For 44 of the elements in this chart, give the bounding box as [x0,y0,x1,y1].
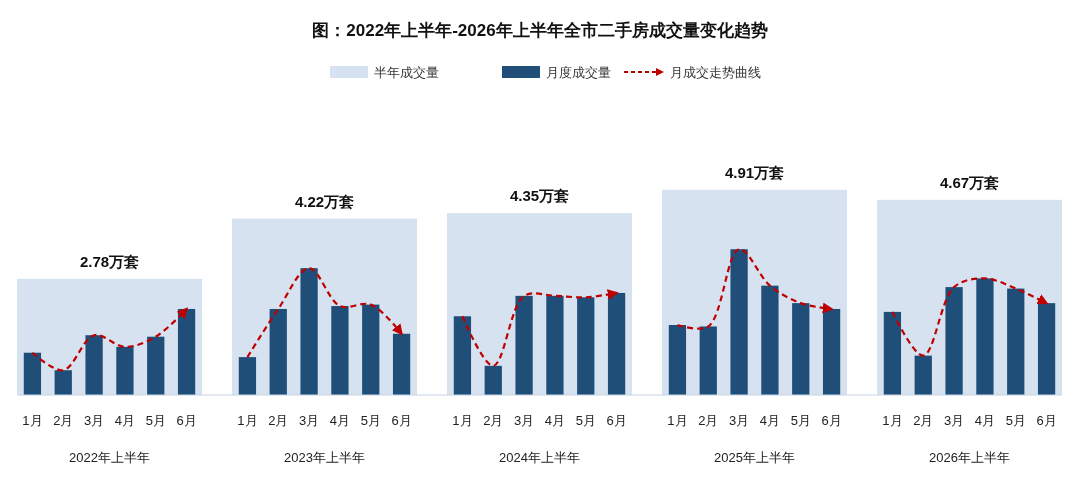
chart-title: 图：2022年上半年-2026年上半年全市二手房成交量变化趋势 [312,21,768,40]
x-tick-label: 5月 [360,413,381,428]
x-tick-label: 3月 [943,413,965,428]
x-tick-label: 2025年上半年 [714,450,795,465]
x-tick-label: 2月 [268,413,289,428]
x-tick-label: 1月 [22,413,43,428]
x-tick-label: 1月 [237,413,258,428]
x-tick-label: 5月 [1005,413,1026,428]
legend-label: 月度成交量 [546,65,611,80]
x-tick-label: 3月 [728,413,750,428]
data-label: 4.35万套 [509,187,570,205]
x-tick-label: 6月 [176,413,197,428]
x-tick-label: 3月 [513,413,535,428]
data-label: 4.91万套 [724,163,785,181]
x-tick-label: 6月 [1036,413,1057,428]
x-tick-label: 1月 [667,413,688,428]
x-tick-label: 6月 [606,413,627,428]
data-label: 4.67万套 [939,173,1000,191]
x-tick-label: 5月 [145,413,166,428]
x-tick-label: 2月 [698,413,719,428]
x-tick-label: 2026年上半年 [929,450,1010,465]
x-tick-label: 3月 [83,413,105,428]
x-tick-label: 4月 [329,413,351,428]
x-tick-label: 3月 [298,413,320,428]
x-tick-label: 4月 [114,413,136,428]
data-label: 2.78万套 [79,252,140,270]
x-tick-label: 2月 [913,413,934,428]
x-tick-label: 2月 [483,413,504,428]
x-tick-label: 2023年上半年 [284,450,365,465]
legend-label: 半年成交量 [374,65,439,80]
x-tick-label: 1月 [452,413,473,428]
legend-label: 月成交走势曲线 [670,65,761,80]
x-tick-label: 2022年上半年 [69,450,150,465]
x-tick-label: 4月 [544,413,566,428]
x-tick-label: 5月 [575,413,596,428]
x-tick-label: 6月 [391,413,412,428]
x-tick-label: 4月 [974,413,996,428]
x-tick-label: 6月 [821,413,842,428]
x-tick-label: 1月 [882,413,903,428]
x-tick-label: 4月 [759,413,781,428]
x-tick-label: 2024年上半年 [499,450,580,465]
data-label: 4.22万套 [294,192,355,210]
x-tick-label: 5月 [790,413,811,428]
x-tick-label: 2月 [53,413,74,428]
